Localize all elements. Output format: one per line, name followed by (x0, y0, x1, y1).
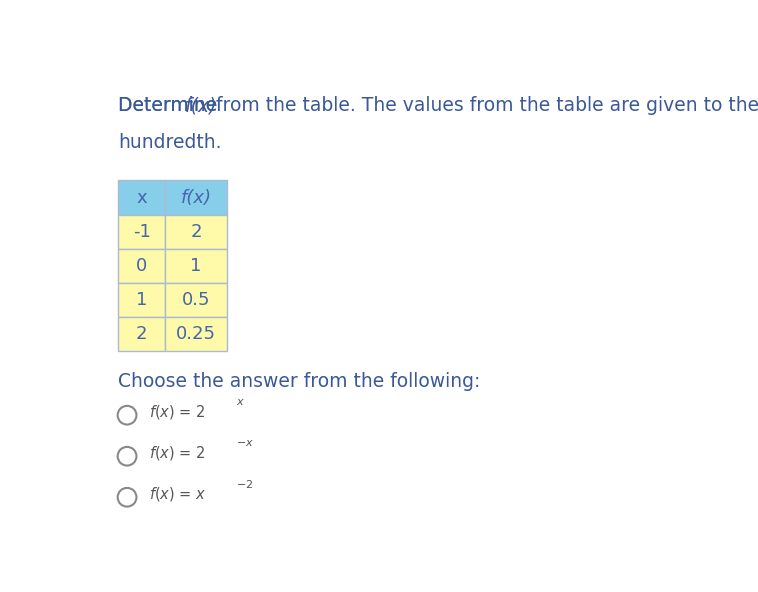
Text: Determine: Determine (118, 96, 224, 115)
Text: 0.25: 0.25 (176, 325, 216, 343)
Text: $-2$: $-2$ (236, 478, 253, 490)
Bar (165, 283, 227, 317)
Text: $\mathit{f(x)}$ = $2$: $\mathit{f(x)}$ = $2$ (149, 443, 205, 462)
Bar (118, 181, 165, 215)
Text: 1: 1 (190, 257, 202, 275)
Bar (118, 249, 165, 283)
Text: f(x): f(x) (185, 96, 217, 115)
Bar (165, 215, 227, 249)
Text: 1: 1 (136, 291, 148, 309)
Text: $\mathit{x}$: $\mathit{x}$ (236, 397, 245, 407)
Text: 0: 0 (136, 257, 147, 275)
Text: x: x (136, 188, 147, 207)
Text: 2: 2 (136, 325, 148, 343)
Bar (118, 317, 165, 352)
Text: 0.5: 0.5 (182, 291, 210, 309)
Text: -1: -1 (133, 223, 151, 241)
Bar (118, 283, 165, 317)
Text: $\mathit{-x}$: $\mathit{-x}$ (236, 437, 254, 448)
Text: from the table. The values from the table are given to the nearest: from the table. The values from the tabl… (210, 96, 758, 115)
Text: Choose the answer from the following:: Choose the answer from the following: (118, 372, 481, 391)
Text: Determine: Determine (118, 96, 224, 115)
Bar (165, 249, 227, 283)
Bar (165, 317, 227, 352)
Text: $\mathit{f(x)}$ = $\mathit{x}$: $\mathit{f(x)}$ = $\mathit{x}$ (149, 485, 206, 503)
Text: hundredth.: hundredth. (118, 133, 222, 153)
Text: $\mathit{f(x)}$ = $2$: $\mathit{f(x)}$ = $2$ (149, 403, 205, 420)
Text: f(x): f(x) (180, 188, 211, 207)
Text: 2: 2 (190, 223, 202, 241)
Bar (118, 215, 165, 249)
Bar (165, 181, 227, 215)
Text: Determine: Determine (118, 96, 224, 115)
